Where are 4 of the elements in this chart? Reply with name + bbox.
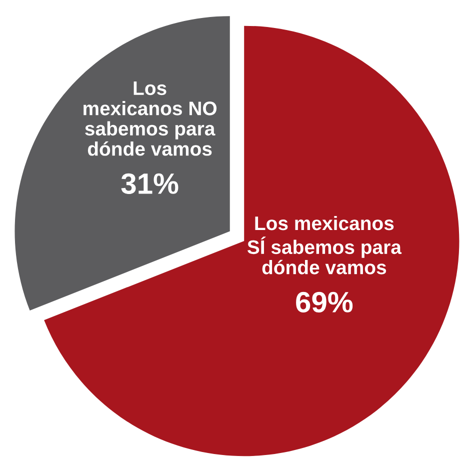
slice-label: Los mexicanos SÍ sabemos para dónde vamos (247, 216, 402, 274)
slice-label: Los mexicanos NO sabemos para dónde vamos (84, 82, 217, 156)
data-label: 31% (121, 173, 178, 194)
data-label: 69% (296, 292, 353, 312)
